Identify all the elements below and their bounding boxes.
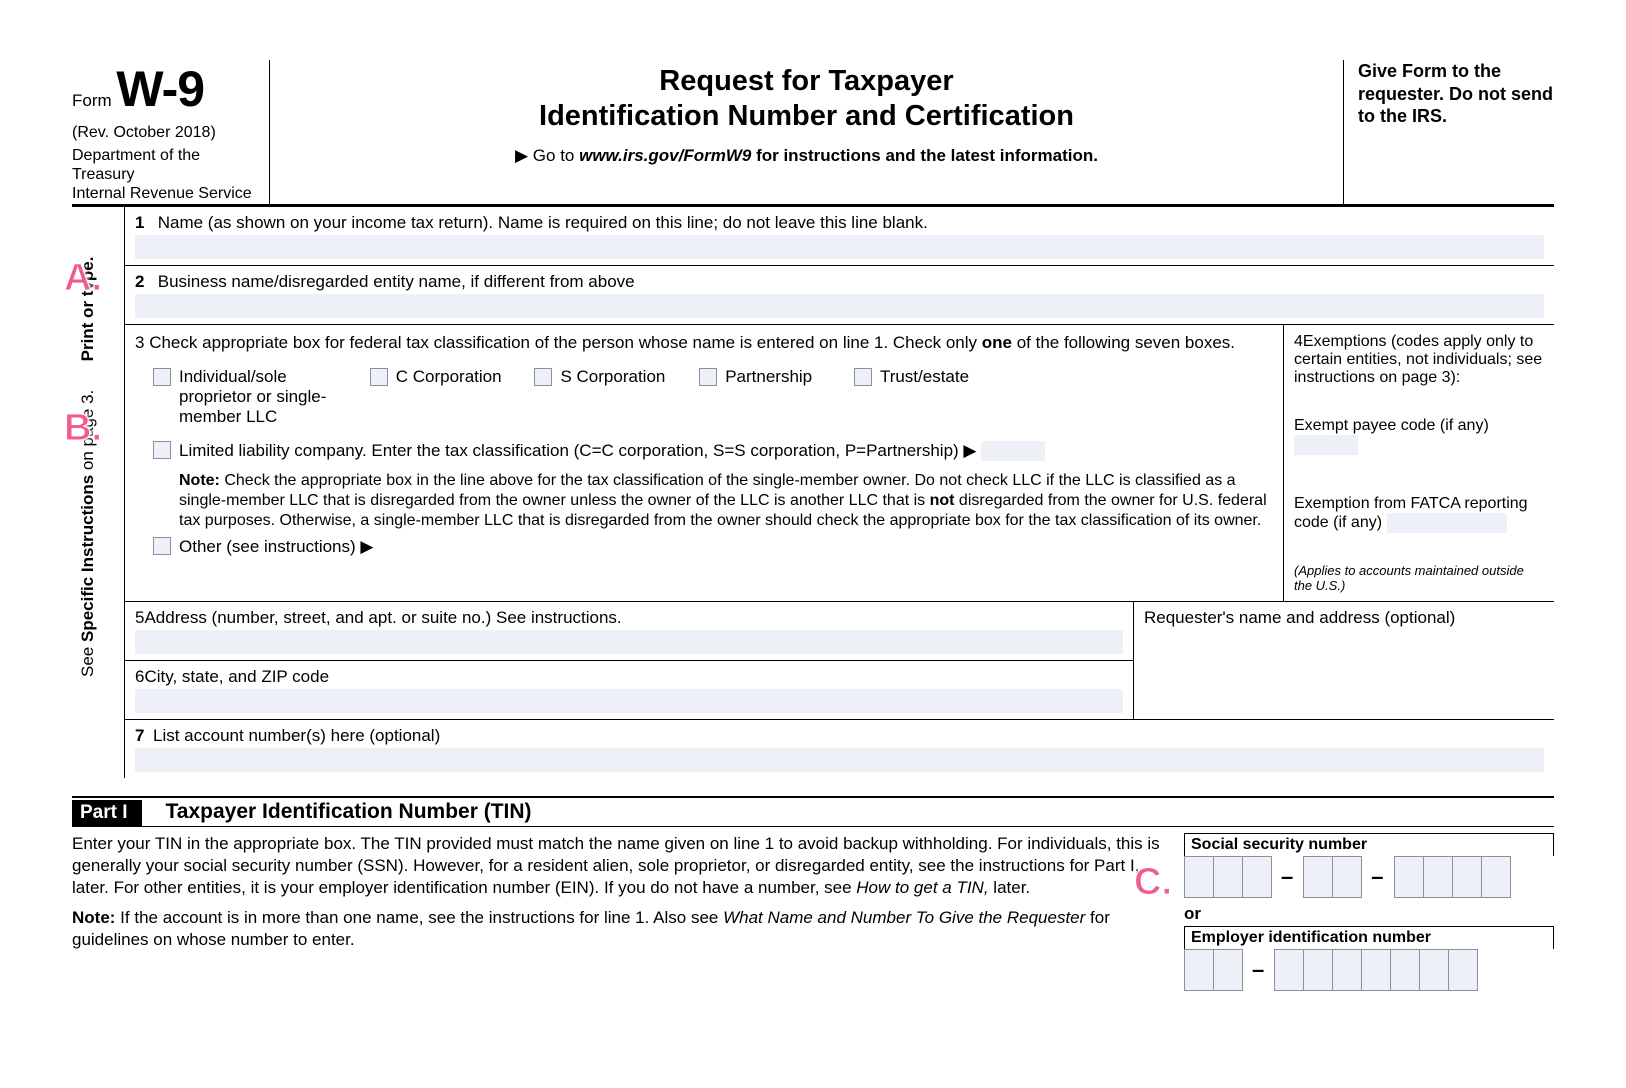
checkbox-trust[interactable]	[854, 368, 872, 386]
line-5-6: 5Address (number, street, and apt. or su…	[125, 602, 1554, 720]
checkbox-partnership[interactable]	[699, 368, 717, 386]
or-label: or	[1184, 904, 1554, 924]
tin-boxes: C. Social security number – – or Employe…	[1184, 833, 1554, 991]
goto-url: www.irs.gov/FormW9	[579, 146, 751, 165]
checkbox-c-corp[interactable]	[370, 368, 388, 386]
vtab-line2c: on page 3.	[78, 389, 97, 474]
title-line-1: Request for Taxpayer	[659, 65, 953, 97]
exempt-payee-input[interactable]	[1294, 435, 1358, 455]
fatca-input[interactable]	[1387, 513, 1507, 533]
line-5: 5Address (number, street, and apt. or su…	[125, 602, 1133, 660]
ein-label: Employer identification number	[1184, 926, 1554, 949]
title-line-2: Identification Number and Certification	[539, 100, 1074, 132]
goto-line: ▶ Go to www.irs.gov/FormW9 for instructi…	[280, 146, 1333, 166]
line-2: 2 Business name/disregarded entity name,…	[125, 266, 1554, 325]
line-6: 6City, state, and ZIP code	[125, 660, 1133, 719]
form-number: W-9	[116, 61, 204, 117]
form-header: Form W-9 (Rev. October 2018) Department …	[72, 60, 1554, 206]
part-1-text: Enter your TIN in the appropriate box. T…	[72, 833, 1184, 991]
form-grid: A. B. See Specific Instructions on page …	[72, 206, 1554, 778]
line-3-4: 3 Check appropriate box for federal tax …	[125, 325, 1554, 602]
main-section: 1 Name (as shown on your income tax retu…	[125, 207, 1554, 778]
revision: (Rev. October 2018)	[72, 124, 261, 142]
line-1: 1 Name (as shown on your income tax retu…	[125, 207, 1554, 266]
checkbox-individual[interactable]	[153, 368, 171, 386]
ssn-label: Social security number	[1184, 833, 1554, 856]
requester-block: Requester's name and address (optional)	[1134, 602, 1554, 719]
checkbox-s-corp[interactable]	[534, 368, 552, 386]
line-7: 7List account number(s) here (optional)	[125, 720, 1554, 778]
line-2-input[interactable]	[135, 294, 1544, 318]
give-form: Give Form to the requester. Do not send …	[1344, 60, 1554, 204]
vertical-tab: See Specific Instructions on page 3. Pri…	[72, 207, 125, 778]
vtab-line2b: Specific Instructions	[78, 474, 97, 641]
part-1-title: Taxpayer Identification Number (TIN)	[166, 800, 532, 826]
part-1: Part I Taxpayer Identification Number (T…	[72, 796, 1554, 991]
line-1-input[interactable]	[135, 235, 1544, 259]
line-7-input[interactable]	[135, 748, 1544, 772]
department: Department of the Treasury Internal Reve…	[72, 146, 261, 204]
checkbox-other[interactable]	[153, 537, 171, 555]
vtab-line1: Print or type.	[78, 256, 97, 361]
part-1-label: Part I	[72, 800, 142, 826]
line-5-input[interactable]	[135, 630, 1123, 654]
vtab-line2a: See	[78, 642, 97, 677]
header-left: Form W-9 (Rev. October 2018) Department …	[72, 60, 270, 204]
ein-boxes[interactable]: –	[1184, 949, 1554, 991]
line-4: 4Exemptions (codes apply only to certain…	[1284, 325, 1554, 601]
form-word: Form	[72, 91, 112, 110]
ssn-boxes[interactable]: – –	[1184, 856, 1554, 898]
header-middle: Request for Taxpayer Identification Numb…	[270, 60, 1344, 204]
checkbox-llc[interactable]	[153, 441, 171, 459]
line-3: 3 Check appropriate box for federal tax …	[125, 325, 1284, 601]
line-6-input[interactable]	[135, 689, 1123, 713]
llc-class-input[interactable]	[981, 441, 1045, 461]
